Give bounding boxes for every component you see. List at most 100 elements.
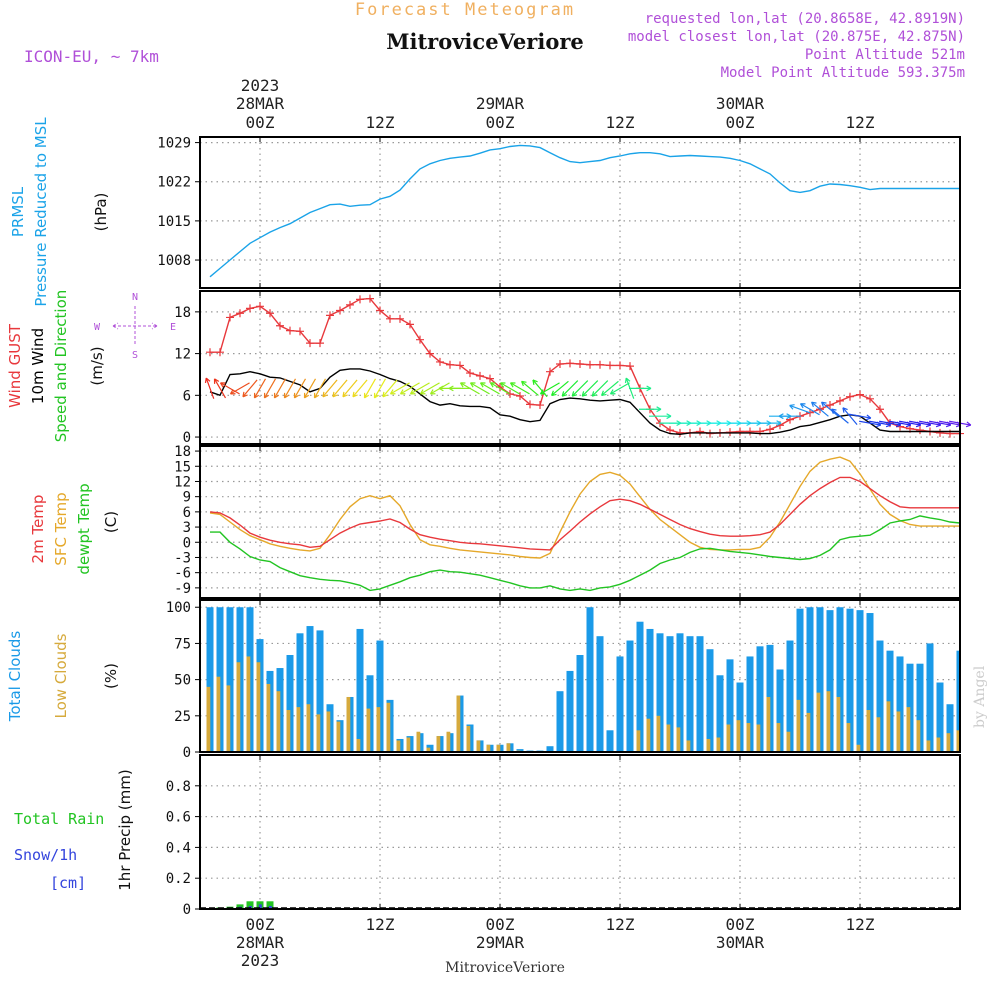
low-cloud-bar	[286, 710, 291, 752]
gust-line	[210, 297, 960, 435]
total-cloud-bar	[686, 636, 694, 752]
wind-arrow-head	[448, 385, 454, 392]
bottom-time-axis: 00Z 12Z 00Z 12Z 00Z 12Z 28MAR 29MAR 30MAR 2023 Mit…	[236, 915, 875, 976]
top-time-label: 00Z	[726, 113, 755, 132]
total-cloud-bar	[856, 610, 864, 752]
wind-direction-arrow	[342, 379, 358, 398]
top-time-label: 00Z	[246, 113, 275, 132]
gust-marker	[846, 392, 854, 401]
low-cloud-bar	[346, 696, 351, 752]
low-cloud-bar	[786, 731, 791, 752]
total-cloud-bar	[356, 628, 364, 752]
total-cloud-bar	[566, 670, 574, 752]
gust-marker	[426, 349, 434, 358]
y-tick-label: 50	[174, 673, 191, 689]
wind-arrow-head	[842, 407, 848, 413]
top-day-label: 30MAR	[716, 94, 765, 113]
wind-direction-arrow	[313, 378, 327, 399]
low-cloud-bar	[816, 692, 821, 752]
model-altitude: Model Point Altitude 593.375m	[721, 65, 965, 81]
precip-unit: 1hr Precip (mm)	[116, 769, 134, 890]
pressure-unit: (hPa)	[92, 193, 110, 232]
snow-unit: [cm]	[50, 874, 86, 892]
low-cloud-bar	[446, 731, 451, 752]
wind-label: 10m Wind	[29, 328, 47, 404]
total-cloud-bar	[636, 621, 644, 752]
wind-direction-arrow	[561, 380, 579, 397]
total-cloud-bar	[846, 608, 854, 752]
total-cloud-bar	[626, 640, 634, 752]
wind-arrow-head	[363, 392, 370, 399]
total-cloud-bar	[746, 656, 754, 752]
pressure-label-short: PRMSL	[9, 186, 27, 237]
y-tick-label: 0	[183, 535, 191, 551]
wind-direction-arrow	[842, 407, 858, 425]
wind-arrow-head	[571, 391, 578, 397]
gust-marker	[326, 311, 334, 320]
gust-marker	[616, 361, 624, 370]
low-cloud-bar	[906, 707, 911, 752]
requested-coords: requested lon,lat (20.8658E, 42.8919N)	[645, 11, 965, 27]
low-cloud-bar	[796, 699, 801, 752]
wind-arrow-head	[429, 389, 436, 395]
wind-arrow-head	[778, 413, 784, 420]
gust-marker	[876, 405, 884, 414]
wind-direction-arrow	[460, 382, 480, 395]
top-time-label: 12Z	[846, 113, 875, 132]
low-cloud-bar	[656, 715, 661, 752]
gust-marker	[466, 369, 474, 378]
total-cloud-bar	[696, 636, 704, 752]
y-tick-label: 0.6	[166, 810, 191, 826]
watermark: by Angel	[972, 665, 988, 728]
wind-direction-arrow	[332, 379, 348, 398]
y-tick-label: 0.4	[166, 840, 191, 856]
panel-5: 0 0.2 0.4 0.6 0.8 Total Rain Snow/1h [cm] 1hr Pr…	[14, 754, 961, 918]
wind-arrow-head	[624, 377, 631, 384]
gust-marker	[416, 335, 424, 344]
low-cloud-bar	[276, 691, 281, 752]
low-cloud-bar	[956, 730, 959, 752]
compass-w: W	[94, 322, 101, 333]
wind-direction-arrow	[869, 420, 891, 426]
wind-arrow-head	[581, 391, 588, 397]
temp2m-line	[209, 476, 960, 551]
y-tick-label: 0	[183, 902, 191, 918]
bottom-time-label: 12Z	[606, 915, 635, 934]
wind-arrow-head	[561, 391, 568, 397]
gust-marker	[556, 360, 564, 369]
gust-marker	[576, 360, 584, 369]
total-cloud-bar	[646, 628, 654, 752]
total-cloud-bar	[376, 640, 384, 752]
gust-marker	[346, 300, 354, 309]
low-cloud-bar	[356, 738, 361, 752]
compass-e: E	[170, 322, 176, 333]
wind-direction-arrow	[571, 380, 589, 397]
y-tick-label: -9	[174, 581, 191, 597]
gust-marker	[356, 295, 364, 304]
wind-arrow-head	[666, 413, 672, 420]
low-cloud-bar	[416, 731, 421, 752]
wind-arrow-head	[213, 378, 220, 384]
bottom-day-label: 28MAR	[236, 933, 285, 952]
wind-arrow-head	[204, 377, 211, 384]
wind-direction-arrow	[303, 378, 317, 399]
wind-direction-arrow	[581, 380, 599, 397]
low-cloud-bar	[476, 740, 481, 752]
low-cloud-bar	[486, 744, 491, 752]
clouds-unit: (%)	[102, 663, 120, 689]
y-tick-label: 1022	[157, 175, 191, 191]
wind-direction-arrow	[273, 378, 287, 399]
wind-arrow-head	[965, 421, 972, 428]
wind-arrow-head	[601, 390, 607, 397]
low-cloud-bar	[826, 691, 831, 752]
low-cloud-bar	[246, 656, 251, 752]
wind-direction-arrow	[400, 382, 420, 395]
wind-arrow-head	[789, 404, 795, 410]
wind-arrow-head	[409, 389, 416, 395]
gust-marker	[746, 427, 754, 436]
location-title: MitroviceVeriore	[386, 29, 584, 54]
total-cloud-bar	[726, 659, 734, 752]
wind-direction-arrow	[909, 420, 931, 426]
gust-marker	[946, 429, 954, 438]
